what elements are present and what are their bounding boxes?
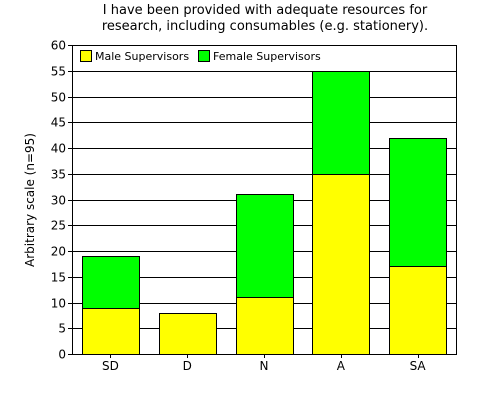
bar-sd-male bbox=[82, 308, 140, 355]
y-tick-label: 15 bbox=[51, 271, 66, 285]
y-tick-label: 40 bbox=[51, 142, 66, 156]
bar-n-male bbox=[236, 297, 294, 355]
y-tick-label: 60 bbox=[51, 39, 66, 53]
bar-n-female bbox=[236, 194, 294, 298]
legend: Male Supervisors Female Supervisors bbox=[80, 50, 321, 63]
x-tick-label: SD bbox=[102, 359, 119, 373]
y-tick-label: 30 bbox=[51, 194, 66, 208]
y-tick-label: 55 bbox=[51, 65, 66, 79]
y-tick-label: 10 bbox=[51, 297, 66, 311]
chart-title-line-1: I have been provided with adequate resou… bbox=[102, 3, 428, 18]
x-tick-label: D bbox=[183, 359, 192, 373]
y-tick-label: 45 bbox=[51, 116, 66, 130]
legend-swatch-female bbox=[198, 50, 210, 62]
y-tick-label: 20 bbox=[51, 245, 66, 259]
x-tick-label: N bbox=[260, 359, 269, 373]
x-tick-label: SA bbox=[410, 359, 427, 373]
bar-sa-female bbox=[389, 138, 447, 267]
chart-title: I have been provided with adequate resou… bbox=[40, 3, 490, 35]
x-tick-label: A bbox=[337, 359, 346, 373]
bar-sd-female bbox=[82, 256, 140, 309]
bars bbox=[82, 71, 447, 355]
axes: 0 5 10 15 20 25 30 35 40 45 50 55 60 SD D N A SA bbox=[51, 39, 457, 373]
y-tick-label: 25 bbox=[51, 219, 66, 233]
bar-a-male bbox=[312, 174, 370, 355]
chart-title-line-2: research, including consumables (e.g. st… bbox=[101, 19, 429, 34]
bar-sa-male bbox=[389, 266, 447, 355]
y-tick-label: 50 bbox=[51, 91, 66, 105]
legend-swatch-male bbox=[80, 50, 92, 62]
legend-label-female: Female Supervisors bbox=[213, 50, 321, 63]
y-axis-label: Arbitrary scale (n=95) bbox=[23, 133, 37, 267]
plot-frame bbox=[72, 45, 457, 355]
bar-a-female bbox=[312, 71, 370, 175]
y-tick-label: 0 bbox=[58, 348, 66, 362]
y-tick-label: 35 bbox=[51, 168, 66, 182]
y-tick-label: 5 bbox=[58, 322, 66, 336]
legend-label-male: Male Supervisors bbox=[95, 50, 189, 63]
bar-d-male bbox=[159, 313, 217, 355]
